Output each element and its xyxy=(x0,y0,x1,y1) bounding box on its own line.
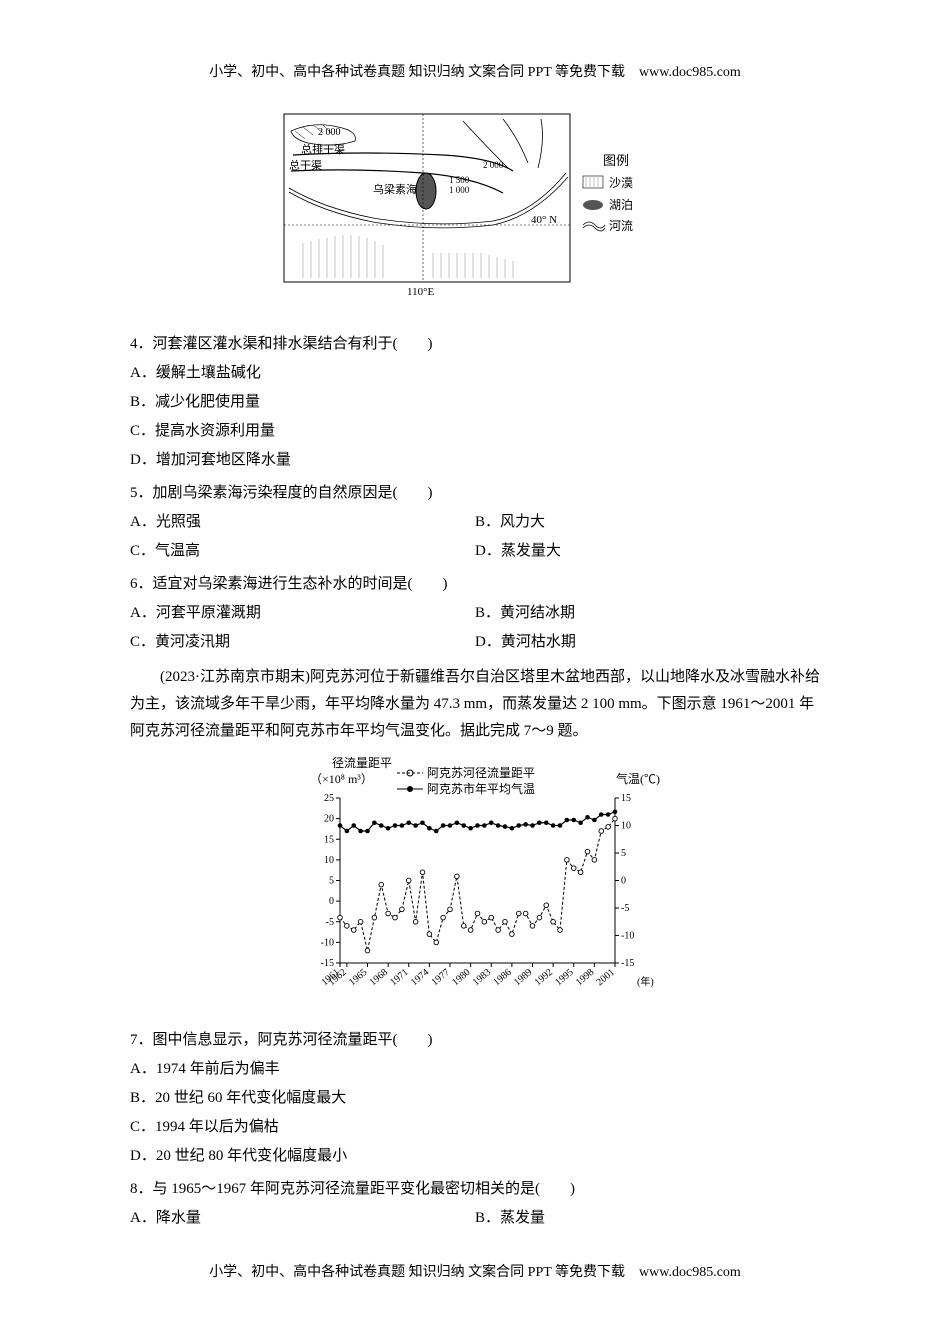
svg-text:20: 20 xyxy=(324,814,334,825)
svg-text:25: 25 xyxy=(324,793,334,804)
svg-text:1968: 1968 xyxy=(368,967,390,988)
page-header: 小学、初中、高中各种试卷真题 知识归纳 文案合同 PPT 等免费下载 www.d… xyxy=(130,60,820,85)
q6-opt-d: D．黄河枯水期 xyxy=(475,629,820,656)
chart-figure: 径流量距平 （×10⁸ m³） 气温(℃) 阿克苏河径流量距平阿克苏市年平均气温 -15… xyxy=(130,753,820,1013)
svg-text:径流量距平: 径流量距平 xyxy=(332,756,392,770)
svg-text:1989: 1989 xyxy=(512,967,534,988)
question-5: 5．加剧乌梁素海污染程度的自然原因是( ) A．光照强 B．风力大 C．气温高 … xyxy=(130,480,820,565)
svg-text:1965: 1965 xyxy=(347,967,369,988)
q7-opt-c: C．1994 年以后为偏枯 xyxy=(130,1114,820,1141)
svg-text:1983: 1983 xyxy=(471,967,493,988)
q8-stem: 8．与 1965～1967 年阿克苏河径流量距平变化最密切相关的是( ) xyxy=(130,1176,820,1203)
q4-opt-c: C．提高水资源利用量 xyxy=(130,418,820,445)
map-figure: 2 000 总排干渠 总干渠 乌梁素海 2 000 1 500 1 000 xyxy=(130,113,820,317)
contour-2000-top: 2 000 xyxy=(318,127,341,138)
q7-stem: 7．图中信息显示，阿克苏河径流量距平( ) xyxy=(130,1027,820,1054)
q8-opt-a: A．降水量 xyxy=(130,1205,475,1232)
svg-text:0: 0 xyxy=(329,896,334,907)
svg-text:-10: -10 xyxy=(321,938,334,949)
svg-text:-15: -15 xyxy=(621,958,634,969)
svg-text:0: 0 xyxy=(621,876,626,887)
svg-text:阿克苏市年平均气温: 阿克苏市年平均气温 xyxy=(427,781,535,796)
svg-text:1995: 1995 xyxy=(553,967,575,988)
q5-opt-d: D．蒸发量大 xyxy=(475,538,820,565)
lat-label: 40° N xyxy=(531,214,557,226)
q4-opt-b: B．减少化肥使用量 xyxy=(130,389,820,416)
q7-opt-a: A．1974 年前后为偏丰 xyxy=(130,1056,820,1083)
svg-text:-15: -15 xyxy=(321,958,334,969)
canal-label: 总干渠 xyxy=(289,158,322,172)
q7-opt-d: D．20 世纪 80 年代变化幅度最小 xyxy=(130,1143,820,1170)
svg-text:5: 5 xyxy=(329,876,334,887)
lake-label: 乌梁素海 xyxy=(373,182,417,196)
svg-text:气温(℃): 气温(℃) xyxy=(616,771,660,786)
svg-text:15: 15 xyxy=(324,834,334,845)
q5-stem: 5．加剧乌梁素海污染程度的自然原因是( ) xyxy=(130,480,820,507)
runoff-temp-chart: 径流量距平 （×10⁸ m³） 气温(℃) 阿克苏河径流量距平阿克苏市年平均气温 -15… xyxy=(285,753,665,1003)
svg-text:10: 10 xyxy=(621,821,631,832)
svg-text:(年): (年) xyxy=(637,975,654,988)
lon-label: 110°E xyxy=(407,286,434,298)
legend-lake: 湖泊 xyxy=(609,197,633,212)
svg-text:5: 5 xyxy=(621,848,626,859)
main-content: 2 000 总排干渠 总干渠 乌梁素海 2 000 1 500 1 000 xyxy=(130,113,820,1232)
legend-desert: 沙漠 xyxy=(609,176,633,190)
drain-label: 总排干渠 xyxy=(301,142,345,156)
passage-7-9: (2023·江苏南京市期末)阿克苏河位于新疆维吾尔自治区塔里木盆地西部，以山地降… xyxy=(130,664,820,745)
question-7: 7．图中信息显示，阿克苏河径流量距平( ) A．1974 年前后为偏丰 B．20… xyxy=(130,1027,820,1170)
q8-opt-b: B．蒸发量 xyxy=(475,1205,820,1232)
svg-text:1974: 1974 xyxy=(409,967,431,988)
q4-opt-a: A．缓解土壤盐碱化 xyxy=(130,360,820,387)
q5-opt-b: B．风力大 xyxy=(475,509,820,536)
hetao-map: 2 000 总排干渠 总干渠 乌梁素海 2 000 1 500 1 000 xyxy=(283,113,667,307)
svg-text:-5: -5 xyxy=(621,903,629,914)
svg-text:1971: 1971 xyxy=(388,967,410,988)
legend-river: 河流 xyxy=(609,219,633,233)
q5-opt-a: A．光照强 xyxy=(130,509,475,536)
svg-text:-5: -5 xyxy=(326,917,334,928)
q7-opt-b: B．20 世纪 60 年代变化幅度最大 xyxy=(130,1085,820,1112)
q6-stem: 6．适宜对乌梁素海进行生态补水的时间是( ) xyxy=(130,571,820,598)
svg-text:-10: -10 xyxy=(621,931,634,942)
svg-text:（×10⁸ m³）: （×10⁸ m³） xyxy=(310,772,373,786)
svg-text:1998: 1998 xyxy=(574,967,596,988)
legend-title: 图例 xyxy=(603,153,629,168)
contour-2000-r: 2 000 xyxy=(483,160,504,170)
svg-text:阿克苏河径流量距平: 阿克苏河径流量距平 xyxy=(427,766,535,780)
svg-text:1980: 1980 xyxy=(450,967,472,988)
question-6: 6．适宜对乌梁素海进行生态补水的时间是( ) A．河套平原灌溉期 B．黄河结冰期… xyxy=(130,571,820,656)
q4-opt-d: D．增加河套地区降水量 xyxy=(130,447,820,474)
svg-text:10: 10 xyxy=(324,855,334,866)
q6-opt-a: A．河套平原灌溉期 xyxy=(130,600,475,627)
q6-opt-c: C．黄河凌汛期 xyxy=(130,629,475,656)
svg-text:1986: 1986 xyxy=(491,967,513,988)
svg-text:1977: 1977 xyxy=(430,967,452,988)
contour-1000-r: 1 000 xyxy=(449,185,470,195)
contour-1500-r: 1 500 xyxy=(449,175,470,185)
page-footer: 小学、初中、高中各种试卷真题 知识归纳 文案合同 PPT 等免费下载 www.d… xyxy=(130,1260,820,1285)
svg-text:2001: 2001 xyxy=(595,967,617,988)
svg-text:15: 15 xyxy=(621,793,631,804)
question-8: 8．与 1965～1967 年阿克苏河径流量距平变化最密切相关的是( ) A．降… xyxy=(130,1176,820,1232)
question-4: 4．河套灌区灌水渠和排水渠结合有利于( ) A．缓解土壤盐碱化 B．减少化肥使用… xyxy=(130,331,820,474)
svg-text:1992: 1992 xyxy=(533,967,555,988)
q6-opt-b: B．黄河结冰期 xyxy=(475,600,820,627)
q5-opt-c: C．气温高 xyxy=(130,538,475,565)
q4-stem: 4．河套灌区灌水渠和排水渠结合有利于( ) xyxy=(130,331,820,358)
